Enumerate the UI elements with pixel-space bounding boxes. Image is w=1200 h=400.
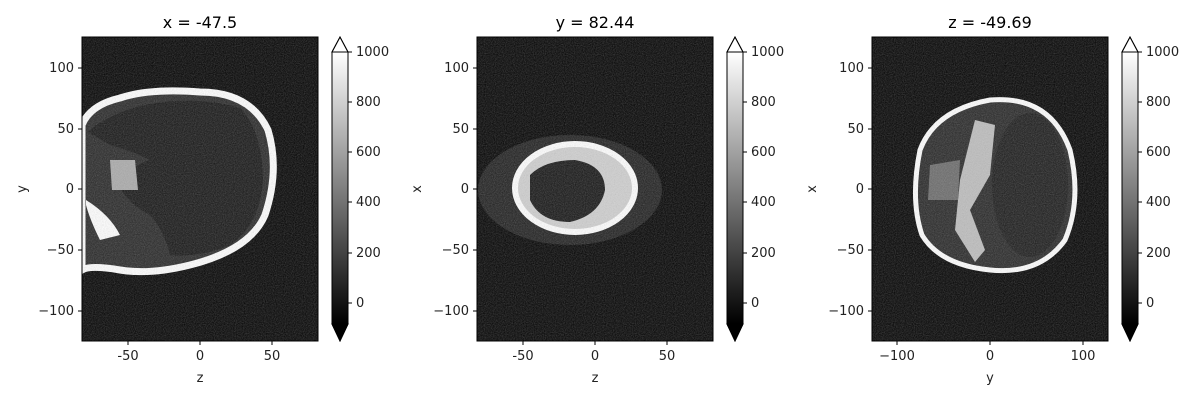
y-tick-label: 50: [452, 122, 469, 137]
panel-title: z = -49.69: [948, 13, 1032, 32]
x-tick-label: 0: [986, 349, 994, 364]
x-axis-label: z: [592, 371, 599, 386]
colorbar-tick-label: 400: [356, 195, 381, 210]
colorbar-tick-label: 800: [356, 95, 381, 110]
sagittal-slice-image: [82, 37, 318, 341]
colorbar-tick-label: 1000: [356, 45, 389, 60]
y-tick-label: 100: [839, 61, 864, 76]
x-tick-label: 50: [264, 349, 281, 364]
y-tick-label: 100: [444, 61, 469, 76]
y-tick-label: 0: [856, 182, 864, 197]
y-tick-label: 50: [847, 122, 864, 137]
colorbar: 0 200 400 600 800 1000: [726, 35, 784, 343]
colorbar-tick-label: 400: [751, 195, 776, 210]
panel-title: y = 82.44: [556, 13, 635, 32]
panel-1: x = -47.5 -50 0 50 z −100 −50: [15, 13, 389, 386]
panel-title: x = -47.5: [163, 13, 237, 32]
x-axis-label: y: [986, 371, 994, 386]
colorbar-tick-label: 0: [356, 296, 364, 311]
y-tick-label: 0: [461, 182, 469, 197]
colorbar: 0 200 400 600 800 1000: [1121, 35, 1179, 343]
y-tick-label: 100: [49, 61, 74, 76]
colorbar-tick-label: 200: [356, 246, 381, 261]
x-tick-label: 100: [1071, 349, 1096, 364]
y-axis-label: x: [805, 185, 820, 193]
y-tick-label: −100: [433, 304, 469, 319]
colorbar-tick-label: 0: [751, 296, 759, 311]
colorbar-tick-label: 800: [1146, 95, 1171, 110]
y-axis-label: x: [410, 185, 425, 193]
colorbar-tick-label: 1000: [751, 45, 784, 60]
x-axis-label: z: [197, 371, 204, 386]
colorbar-tick-label: 200: [751, 246, 776, 261]
x-tick-label: 0: [591, 349, 599, 364]
x-axis: −100 0 100 y: [879, 341, 1095, 386]
colorbar-tick-label: 0: [1146, 296, 1154, 311]
y-tick-label: 0: [66, 182, 74, 197]
colorbar: 0 200 400 600 800 1000: [331, 35, 389, 343]
colorbar-tick-label: 200: [1146, 246, 1171, 261]
y-tick-label: −50: [837, 243, 864, 258]
y-tick-label: −100: [38, 304, 74, 319]
y-axis: −100 −50 0 50 100 x: [805, 61, 872, 319]
colorbar-tick-label: 400: [1146, 195, 1171, 210]
y-tick-label: −100: [828, 304, 864, 319]
x-tick-label: -50: [512, 349, 533, 364]
y-tick-label: −50: [442, 243, 469, 258]
colorbar-tick-label: 1000: [1146, 45, 1179, 60]
colorbar-tick-label: 800: [751, 95, 776, 110]
y-axis: −100 −50 0 50 100 x: [410, 61, 477, 319]
x-tick-label: 50: [659, 349, 676, 364]
x-axis: -50 0 50 z: [117, 341, 280, 386]
x-tick-label: −100: [879, 349, 915, 364]
colorbar-tick-label: 600: [1146, 145, 1171, 160]
panel-3: z = -49.69 −100 0 100 y −100 −5: [805, 13, 1179, 386]
x-tick-label: 0: [196, 349, 204, 364]
y-tick-label: 50: [57, 122, 74, 137]
axial-slice-image: [872, 37, 1108, 341]
x-tick-label: -50: [117, 349, 138, 364]
y-axis: −100 −50 0 50 100 y: [15, 61, 82, 319]
y-tick-label: −50: [47, 243, 74, 258]
panel-2: y = 82.44 -50 0 50 z −100 −50 0: [410, 13, 784, 386]
coronal-slice-image: [477, 37, 713, 341]
colorbar-tick-label: 600: [751, 145, 776, 160]
x-axis: -50 0 50 z: [512, 341, 675, 386]
y-axis-label: y: [15, 185, 30, 193]
colorbar-tick-label: 600: [356, 145, 381, 160]
